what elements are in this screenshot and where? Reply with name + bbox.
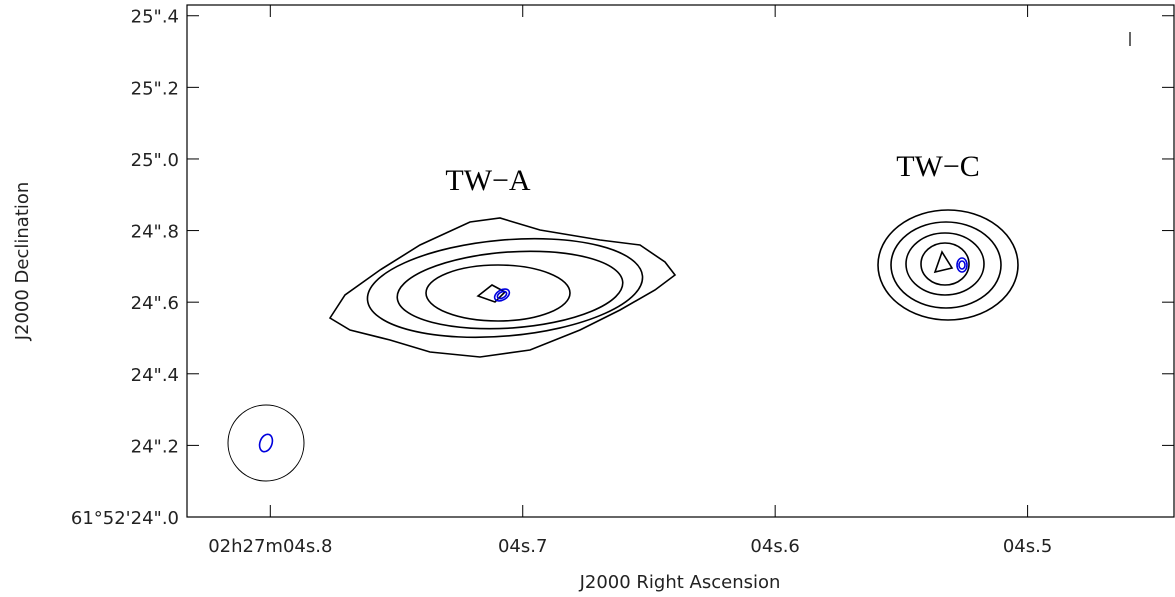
contours-tw-c bbox=[878, 210, 1018, 320]
contour bbox=[478, 285, 505, 302]
contour bbox=[959, 261, 965, 269]
x-tick-label: 04s.6 bbox=[750, 536, 799, 557]
x-tick-label: 04s.5 bbox=[1003, 536, 1052, 557]
contour bbox=[426, 265, 570, 321]
y-tick-label: 24".6 bbox=[131, 293, 179, 314]
x-tick-label: 02h27m04s.8 bbox=[208, 536, 332, 557]
beam-circle bbox=[228, 405, 304, 481]
y-tick-label: 24".4 bbox=[131, 365, 179, 386]
contour bbox=[363, 228, 646, 348]
plot-frame bbox=[187, 5, 1174, 517]
y-tick-label: 24".8 bbox=[131, 222, 179, 243]
y-tick-label: 61°52'24".0 bbox=[71, 508, 179, 529]
beam bbox=[228, 405, 304, 481]
x-axis-label: J2000 Right Ascension bbox=[579, 572, 781, 593]
y-tick-label: 25".4 bbox=[131, 7, 179, 28]
contour bbox=[395, 244, 626, 336]
y-tick-label: 25".0 bbox=[131, 150, 179, 171]
x-tick-label: 04s.7 bbox=[498, 536, 547, 557]
y-tick-label: 25".2 bbox=[131, 78, 179, 99]
y-axis-label: J2000 Declination bbox=[12, 182, 33, 342]
source-label: TW−A bbox=[445, 164, 531, 197]
beam-ellipse bbox=[257, 432, 274, 453]
contours-tw-a bbox=[330, 218, 675, 357]
contour bbox=[935, 252, 952, 272]
chart: J2000 Right Ascension J2000 Declination … bbox=[0, 0, 1175, 597]
source-label: TW−C bbox=[896, 150, 980, 183]
contour bbox=[921, 243, 969, 285]
y-tick-label: 24".2 bbox=[131, 436, 179, 457]
contour bbox=[878, 210, 1018, 320]
